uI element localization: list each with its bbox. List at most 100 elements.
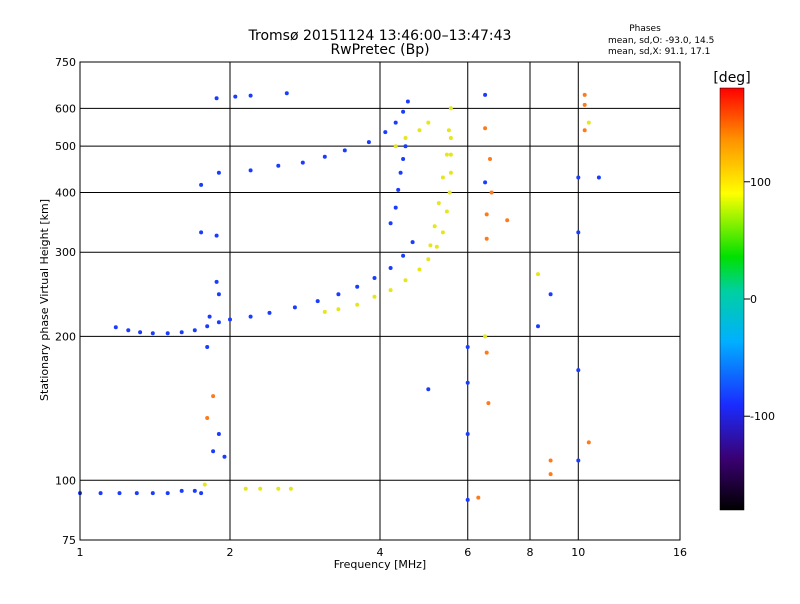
data-point bbox=[436, 201, 441, 206]
data-point bbox=[440, 175, 445, 180]
data-point bbox=[548, 472, 553, 477]
data-point bbox=[465, 380, 470, 385]
data-point bbox=[393, 144, 398, 149]
series-other-phases bbox=[205, 92, 591, 500]
data-point bbox=[134, 491, 139, 496]
data-point bbox=[448, 170, 453, 175]
data-point bbox=[211, 394, 216, 399]
data-point bbox=[216, 320, 221, 325]
data-point bbox=[447, 190, 452, 195]
data-point bbox=[98, 491, 103, 496]
data-point bbox=[432, 224, 437, 229]
data-point bbox=[199, 182, 204, 187]
data-point bbox=[126, 328, 131, 333]
series-x-mode bbox=[202, 106, 591, 491]
data-point bbox=[448, 136, 453, 140]
data-point bbox=[388, 288, 393, 293]
data-point bbox=[214, 233, 219, 238]
data-point bbox=[393, 205, 398, 210]
data-point bbox=[488, 157, 492, 161]
data-point bbox=[342, 148, 347, 153]
data-point bbox=[276, 486, 281, 491]
data-point bbox=[205, 416, 210, 420]
x-tick-label: 8 bbox=[527, 546, 534, 559]
data-point bbox=[315, 299, 320, 304]
data-point bbox=[486, 401, 491, 406]
colorbar-tick-label: -100 bbox=[750, 410, 775, 423]
data-point bbox=[476, 495, 481, 500]
data-point bbox=[396, 187, 401, 192]
data-point bbox=[258, 486, 263, 491]
data-point bbox=[576, 175, 581, 180]
data-point bbox=[322, 309, 327, 314]
data-point bbox=[192, 488, 197, 493]
colorbar-tick-label: 0 bbox=[750, 293, 757, 306]
data-point bbox=[586, 440, 591, 445]
data-point bbox=[483, 92, 488, 97]
data-point bbox=[444, 209, 449, 214]
chart-title: Tromsø 20151124 13:46:00–13:47:43 bbox=[248, 28, 512, 44]
data-point bbox=[448, 106, 453, 111]
data-point bbox=[393, 120, 398, 125]
data-point bbox=[536, 324, 540, 329]
data-point bbox=[179, 488, 184, 493]
data-point bbox=[233, 94, 238, 99]
data-point bbox=[336, 292, 341, 297]
data-point bbox=[401, 253, 406, 258]
data-point bbox=[179, 330, 184, 335]
data-point bbox=[355, 284, 360, 289]
data-point bbox=[403, 278, 408, 283]
data-point bbox=[417, 267, 422, 272]
y-tick-label: 75 bbox=[62, 534, 76, 547]
y-tick-label: 400 bbox=[55, 186, 76, 199]
colorbar bbox=[719, 87, 745, 511]
data-point bbox=[403, 136, 408, 140]
data-point bbox=[248, 314, 253, 319]
data-point bbox=[398, 170, 403, 175]
data-point bbox=[372, 276, 377, 280]
data-point bbox=[284, 91, 289, 96]
x-axis-ticks: 1 2 4 6 8 10 16 bbox=[77, 546, 688, 559]
data-points bbox=[78, 91, 601, 502]
y-tick-label: 600 bbox=[55, 102, 76, 115]
data-point bbox=[202, 482, 207, 487]
data-point bbox=[483, 334, 488, 339]
colorbar-label: [deg] bbox=[713, 70, 750, 86]
data-point bbox=[165, 491, 170, 496]
data-point bbox=[576, 368, 581, 373]
x-tick-label: 10 bbox=[571, 546, 585, 559]
y-tick-label: 100 bbox=[55, 474, 76, 487]
data-point bbox=[426, 387, 431, 392]
plot-frame bbox=[79, 61, 681, 541]
data-point bbox=[465, 497, 470, 502]
data-point bbox=[401, 109, 406, 114]
data-point bbox=[484, 350, 489, 355]
data-point bbox=[388, 221, 393, 226]
data-point bbox=[448, 152, 453, 157]
x-tick-label: 2 bbox=[227, 546, 234, 559]
data-point bbox=[205, 345, 210, 349]
data-point bbox=[372, 294, 377, 299]
x-tick-label: 1 bbox=[77, 546, 84, 559]
data-point bbox=[403, 144, 408, 149]
data-point bbox=[401, 157, 406, 161]
data-point bbox=[426, 120, 431, 125]
data-point bbox=[165, 331, 170, 336]
data-point bbox=[383, 130, 388, 135]
data-point bbox=[216, 432, 221, 436]
data-point bbox=[199, 230, 204, 235]
data-point bbox=[465, 345, 470, 349]
data-point bbox=[336, 307, 341, 312]
data-point bbox=[300, 160, 305, 165]
grid-lines bbox=[79, 61, 681, 541]
data-point bbox=[388, 266, 393, 270]
x-axis-label: Frequency [MHz] bbox=[334, 558, 426, 571]
x-tick-label: 6 bbox=[464, 546, 471, 559]
y-tick-label: 500 bbox=[55, 140, 76, 153]
data-point bbox=[192, 328, 197, 333]
colorbar-tick-label: 100 bbox=[750, 176, 771, 189]
data-point bbox=[417, 128, 422, 133]
data-point bbox=[484, 212, 489, 217]
data-point bbox=[243, 486, 248, 491]
